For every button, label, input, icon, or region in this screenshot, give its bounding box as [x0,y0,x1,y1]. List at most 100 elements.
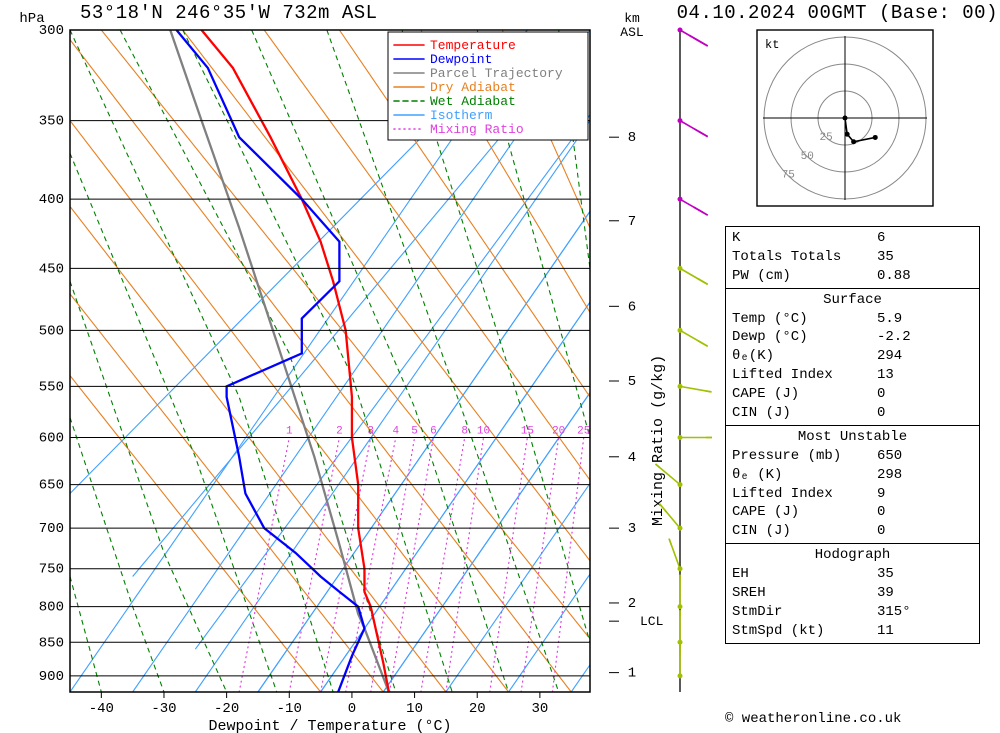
table-row: θₑ(K)294 [732,347,973,366]
svg-text:Dewpoint: Dewpoint [430,52,492,67]
table-row: Lifted Index9 [732,485,973,504]
table-section-header: Most Unstable [732,428,973,447]
table-value: 294 [877,347,902,366]
svg-text:600: 600 [39,431,64,447]
table-value: 11 [877,622,894,641]
svg-text:LCL: LCL [640,614,663,629]
table-label: Pressure (mb) [732,447,877,466]
table-row: CAPE (J)0 [732,503,973,522]
svg-text:-30: -30 [151,701,176,717]
svg-text:850: 850 [39,635,64,651]
svg-text:3: 3 [628,521,636,537]
svg-text:3: 3 [367,426,374,438]
svg-text:30: 30 [531,701,548,717]
svg-text:-10: -10 [277,701,302,717]
table-label: CAPE (J) [732,385,877,404]
table-value: 0 [877,522,885,541]
svg-text:8: 8 [628,130,636,146]
table-row: StmSpd (kt)11 [732,622,973,641]
svg-text:0: 0 [348,701,356,717]
table-label: CIN (J) [732,404,877,423]
table-row: Lifted Index13 [732,366,973,385]
table-value: 0 [877,503,885,522]
table-label: Totals Totals [732,248,877,267]
svg-text:6: 6 [430,426,437,438]
table-label: CAPE (J) [732,503,877,522]
svg-text:7: 7 [628,214,636,230]
svg-text:350: 350 [39,114,64,130]
svg-text:ASL: ASL [620,25,643,40]
table-row: K6 [732,229,973,248]
table-row: CIN (J)0 [732,404,973,423]
svg-text:-20: -20 [214,701,239,717]
svg-text:4: 4 [628,450,636,466]
svg-text:6: 6 [628,299,636,315]
table-value: 5.9 [877,310,902,329]
table-row: Pressure (mb)650 [732,447,973,466]
svg-text:Mixing Ratio (g/kg): Mixing Ratio (g/kg) [650,355,667,526]
svg-text:750: 750 [39,562,64,578]
svg-text:50: 50 [801,151,814,163]
svg-text:2: 2 [336,426,343,438]
svg-text:Mixing Ratio: Mixing Ratio [430,122,524,137]
table-row: CAPE (J)0 [732,385,973,404]
table-value: 315° [877,603,911,622]
table-row: Temp (°C)5.9 [732,310,973,329]
table-row: EH35 [732,565,973,584]
svg-text:10: 10 [406,701,423,717]
svg-text:500: 500 [39,323,64,339]
table-value: 13 [877,366,894,385]
table-value: 39 [877,584,894,603]
svg-text:km: km [624,11,640,26]
indices-table: K6Totals Totals35PW (cm)0.88SurfaceTemp … [725,226,980,644]
table-row: Totals Totals35 [732,248,973,267]
svg-text:800: 800 [39,600,64,616]
svg-text:Parcel Trajectory: Parcel Trajectory [430,66,563,81]
table-section-header: Hodograph [732,546,973,565]
svg-text:25: 25 [577,426,590,438]
table-label: StmDir [732,603,877,622]
svg-text:400: 400 [39,192,64,208]
table-label: K [732,229,877,248]
table-label: StmSpd (kt) [732,622,877,641]
svg-text:15: 15 [521,426,534,438]
svg-text:8: 8 [461,426,468,438]
table-value: 0 [877,385,885,404]
svg-text:-40: -40 [89,701,114,717]
table-section-header: Surface [732,291,973,310]
table-label: θₑ (K) [732,466,877,485]
svg-text:Isotherm: Isotherm [430,108,493,123]
table-label: CIN (J) [732,522,877,541]
svg-text:5: 5 [628,374,636,390]
table-value: 0.88 [877,267,911,286]
table-row: SREH39 [732,584,973,603]
svg-text:2: 2 [628,596,636,612]
svg-text:kt: kt [765,38,779,52]
svg-text:hPa: hPa [19,11,44,27]
table-row: θₑ (K)298 [732,466,973,485]
table-value: 35 [877,565,894,584]
svg-text:1: 1 [628,666,636,682]
copyright-text: © weatheronline.co.uk [725,711,901,727]
table-label: Dewp (°C) [732,328,877,347]
svg-text:25: 25 [819,132,832,144]
table-value: 6 [877,229,885,248]
table-label: Temp (°C) [732,310,877,329]
table-row: StmDir315° [732,603,973,622]
svg-text:900: 900 [39,669,64,685]
table-label: θₑ(K) [732,347,877,366]
table-row: Dewp (°C)-2.2 [732,328,973,347]
table-label: SREH [732,584,877,603]
table-row: CIN (J)0 [732,522,973,541]
svg-text:20: 20 [469,701,486,717]
table-value: -2.2 [877,328,911,347]
svg-text:Temperature: Temperature [430,38,516,53]
svg-text:700: 700 [39,521,64,537]
table-value: 650 [877,447,902,466]
svg-text:1: 1 [286,426,293,438]
svg-text:5: 5 [411,426,418,438]
svg-text:650: 650 [39,478,64,494]
table-row: PW (cm)0.88 [732,267,973,286]
table-label: EH [732,565,877,584]
table-value: 9 [877,485,885,504]
